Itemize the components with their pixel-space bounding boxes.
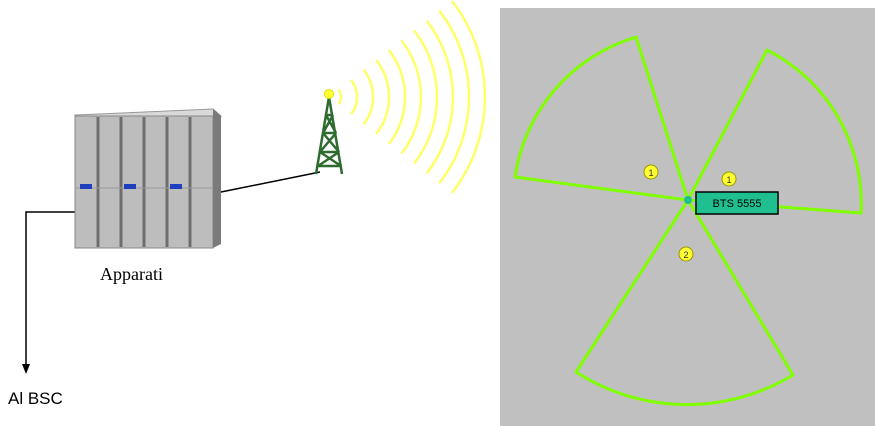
bts-label: BTS 5555: [713, 198, 762, 210]
radio-wave-arc: [350, 79, 359, 115]
svg-text:1: 1: [726, 175, 731, 185]
svg-text:1: 1: [648, 168, 653, 178]
antenna-tower-icon: [314, 96, 344, 175]
bsc-connection: [22, 211, 75, 374]
radio-wave-arc: [375, 59, 391, 135]
sector-3-outline: [574, 198, 795, 407]
equipment-rack-icon: [73, 108, 223, 249]
sector-1-outline: [513, 35, 690, 202]
radio-wave-arc: [450, 0, 487, 194]
equipment-label: Apparati: [100, 264, 163, 284]
rack-tower-cable: [220, 171, 321, 193]
radio-wave-arc: [425, 19, 455, 175]
sector-marker: 2: [678, 246, 694, 262]
radio-wave-arc: [400, 39, 423, 155]
arrow-down-icon: [22, 364, 30, 374]
svg-text:2: 2: [683, 250, 688, 260]
radio-wave-arc: [387, 49, 407, 145]
antenna-tip: [324, 89, 334, 99]
sector-marker: 1: [643, 164, 659, 180]
coverage-map-background: [500, 8, 875, 426]
radio-wave-arc: [337, 88, 343, 106]
sector-marker: 1: [721, 171, 737, 187]
bts-site-point: [684, 196, 692, 204]
radio-wave-arc: [413, 29, 439, 165]
radio-wave-arc: [438, 10, 471, 184]
radio-waves-icon: [337, 0, 487, 194]
sector-2-outline: [686, 48, 863, 215]
bts-box[interactable]: BTS 5555: [695, 191, 779, 215]
coverage-sectors: [513, 35, 863, 407]
bsc-label: Al BSC: [8, 389, 63, 408]
radio-wave-arc: [362, 69, 375, 125]
